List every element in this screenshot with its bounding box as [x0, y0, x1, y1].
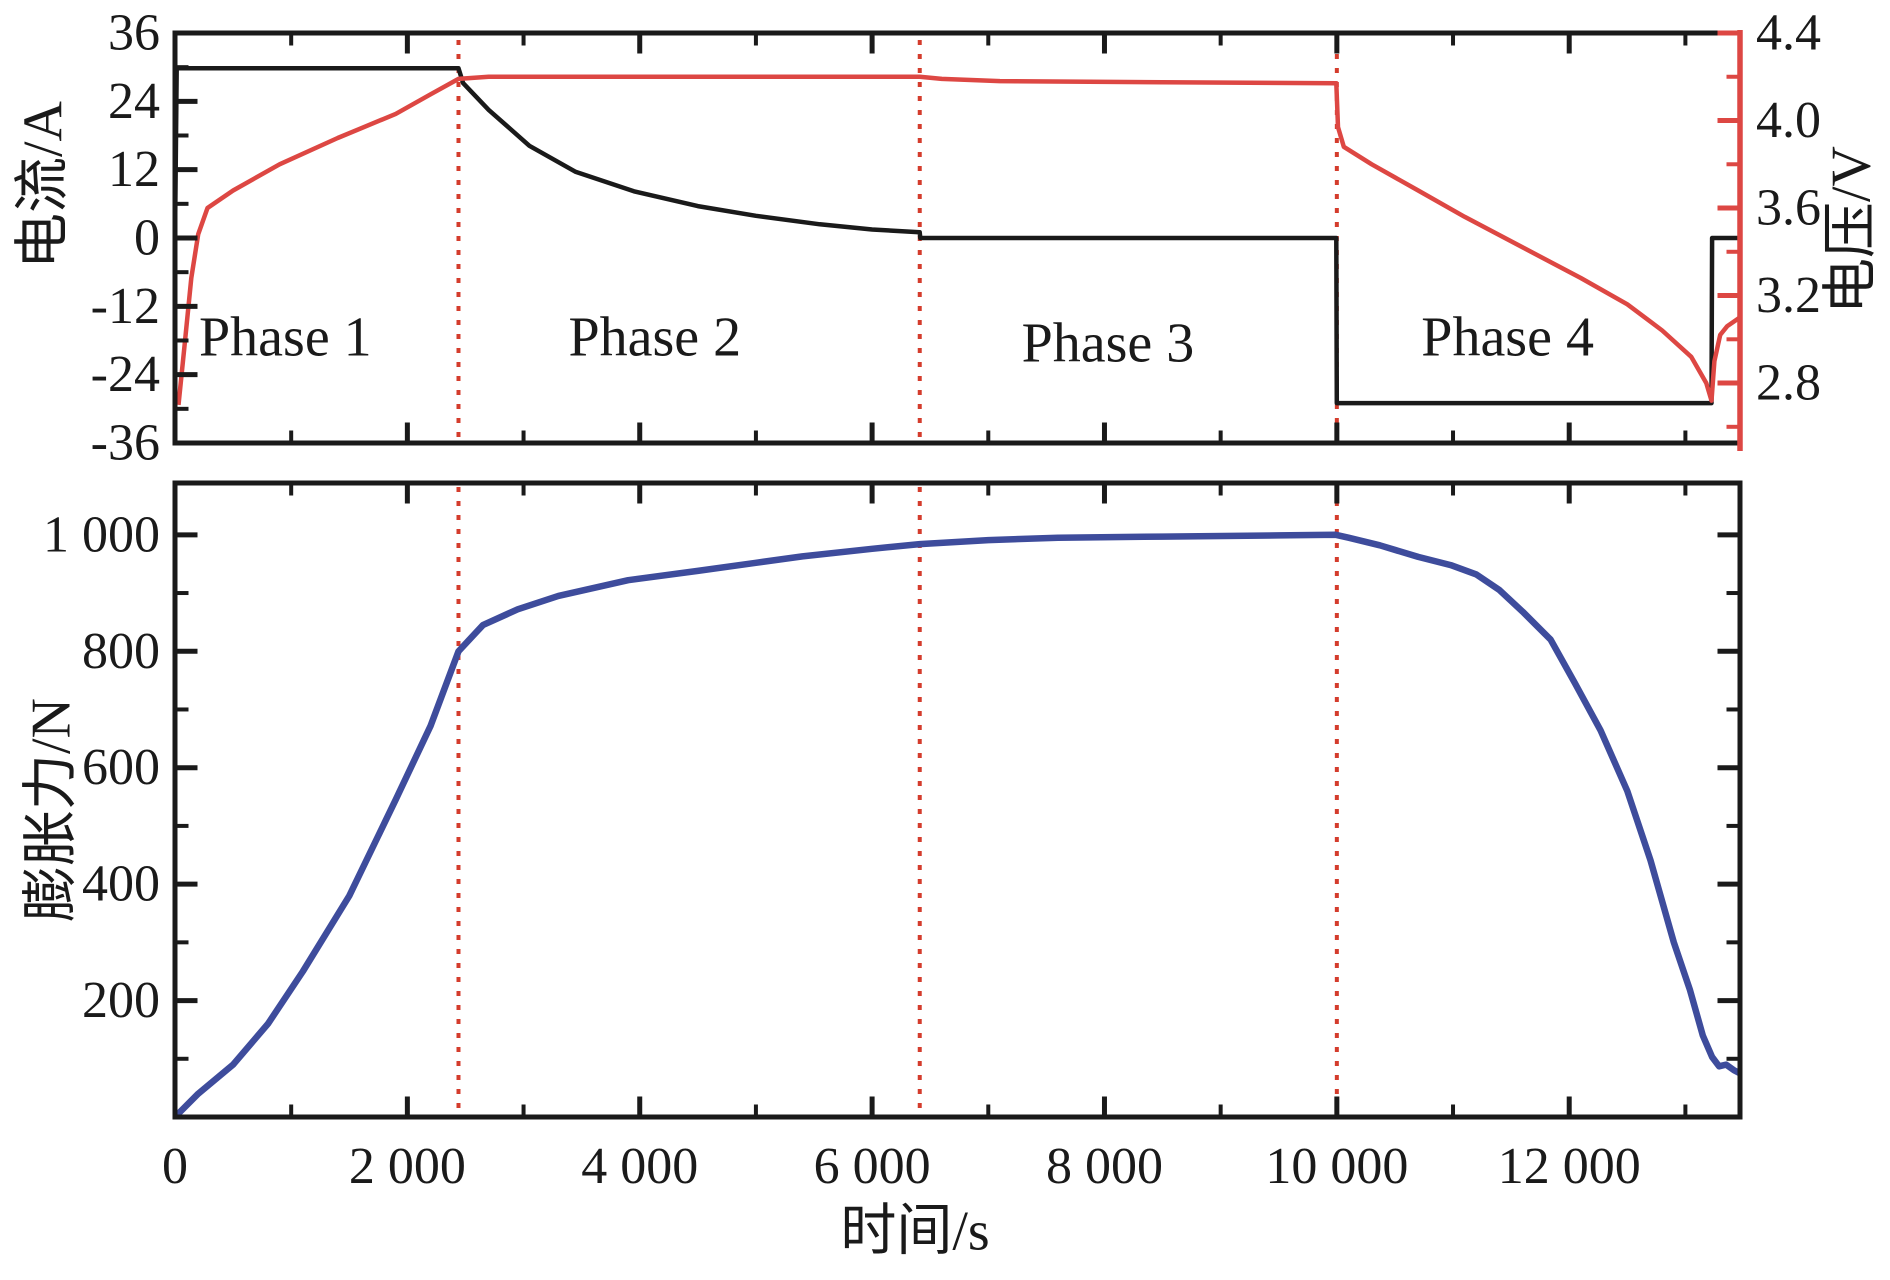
bottom-panel-frame: [172, 480, 1743, 1120]
force-tick-label: 200: [82, 972, 160, 1029]
current-tick-label: 0: [134, 210, 160, 267]
phase-label: Phase 3: [1022, 312, 1195, 374]
time-tick-label: 4 000: [581, 1138, 698, 1195]
current-series-line: [172, 66, 1740, 406]
top-right-axis-title-voltage: 电压/V: [1820, 146, 1883, 314]
phase-label: Phase 2: [569, 307, 742, 369]
time-tick-label: 0: [162, 1138, 188, 1195]
current-tick-label: -36: [91, 415, 160, 472]
time-tick-label: 10 000: [1265, 1138, 1408, 1195]
top-left-axis-title-current: 电流/A: [12, 101, 75, 269]
bottom-left-axis-title-force: 膨胀力/N: [20, 698, 83, 922]
force-tick-label: 800: [82, 623, 160, 680]
phase-label: Phase 1: [199, 307, 372, 369]
current-tick-label: 12: [108, 141, 160, 198]
voltage-tick-label: 3.6: [1756, 180, 1821, 237]
time-tick-label: 12 000: [1498, 1138, 1641, 1195]
x-axis-title-time: 时间/s: [840, 1200, 990, 1263]
time-tick-label: 2 000: [349, 1138, 466, 1195]
force-tick-label: 600: [82, 739, 160, 796]
phase-label: Phase 4: [1421, 307, 1594, 369]
current-tick-label: -12: [91, 278, 160, 335]
voltage-tick-label: 4.0: [1756, 92, 1821, 149]
voltage-series-line: [176, 74, 1742, 406]
current-tick-label: -24: [91, 346, 160, 403]
voltage-tick-label: 3.2: [1756, 267, 1821, 324]
voltage-tick-label: 2.8: [1756, 355, 1821, 412]
current-tick-label: 24: [108, 73, 160, 130]
force-tick-label: 1 000: [43, 506, 160, 563]
time-tick-label: 8 000: [1046, 1138, 1163, 1195]
force-tick-label: 400: [82, 856, 160, 913]
time-tick-label: 6 000: [814, 1138, 931, 1195]
voltage-tick-label: 4.4: [1756, 5, 1821, 62]
current-tick-label: 36: [108, 5, 160, 62]
force-series-line: [172, 531, 1742, 1120]
